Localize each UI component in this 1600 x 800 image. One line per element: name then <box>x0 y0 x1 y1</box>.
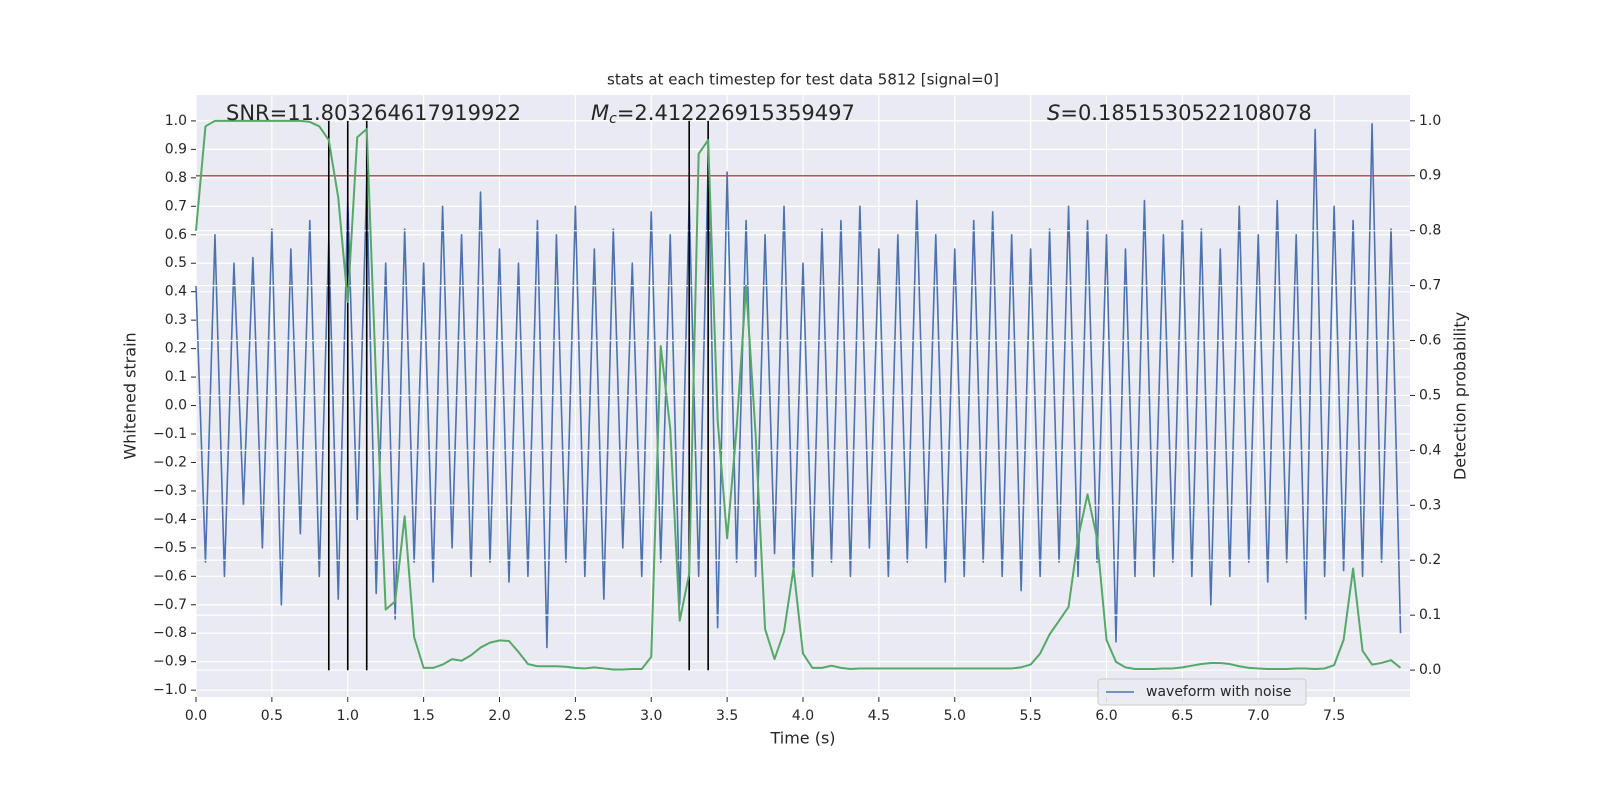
y-tick-label: 0.3 <box>165 312 187 328</box>
annotation-symbol: SNR <box>226 101 270 125</box>
y2-tick-label: 0.7 <box>1419 278 1441 294</box>
legend-label: waveform with noise <box>1146 684 1291 700</box>
legend-box <box>1097 678 1307 706</box>
annotation: S=0.1851530522108078 <box>1047 101 1312 125</box>
y2-tick-label: 0.8 <box>1419 223 1441 239</box>
series-line <box>195 119 1402 671</box>
annotation: SNR=11.803264617919922 <box>226 101 521 125</box>
annotation-symbol: S <box>1047 101 1060 125</box>
y2-tick-label: 0.2 <box>1419 552 1441 568</box>
x-tick-label: 3.5 <box>716 708 738 724</box>
y-tick-label: −0.4 <box>153 511 187 527</box>
y-tick-label: 0.6 <box>165 227 187 243</box>
x-tick-label: 4.0 <box>792 708 814 724</box>
x-tick-label: 4.5 <box>868 708 890 724</box>
y-tick-label: 1.0 <box>165 113 187 129</box>
y-axis-label: Whitened strain <box>121 332 140 459</box>
annotation-symbol: M <box>591 101 609 125</box>
annotation-subscript: c <box>609 111 617 127</box>
y-tick-label: −0.3 <box>153 483 187 499</box>
x-tick-label: 6.0 <box>1095 708 1117 724</box>
y-tick-label: −0.7 <box>153 597 187 613</box>
x-tick-label: 0.0 <box>185 708 207 724</box>
y2-tick-label: 0.5 <box>1419 387 1441 403</box>
y-tick-label: −0.9 <box>153 654 187 670</box>
y2-tick-label: 0.3 <box>1419 497 1441 513</box>
y-tick-label: −1.0 <box>153 682 187 698</box>
y-tick-label: −0.6 <box>153 568 187 584</box>
x-tick-label: 3.0 <box>640 708 662 724</box>
series-line <box>195 122 1402 649</box>
x-tick-label: 1.0 <box>337 708 359 724</box>
y-tick-label: 0.5 <box>165 255 187 271</box>
y-tick-label: −0.2 <box>153 454 187 470</box>
x-tick-label: 7.5 <box>1323 708 1345 724</box>
y-tick-label: 0.7 <box>165 198 187 214</box>
y-tick-label: 0.8 <box>165 170 187 186</box>
x-tick-label: 2.0 <box>488 708 510 724</box>
chart-title: stats at each timestep for test data 581… <box>607 71 999 89</box>
y-tick-label: −0.8 <box>153 625 187 641</box>
y2-axis-label: Detection probability <box>1451 312 1470 480</box>
y2-tick-label: 0.4 <box>1419 442 1441 458</box>
y2-tick-label: 0.0 <box>1419 662 1441 678</box>
y-tick-label: 0.4 <box>165 284 187 300</box>
x-tick-label: 1.5 <box>412 708 434 724</box>
y2-tick-label: 0.9 <box>1419 168 1441 184</box>
y-tick-label: 0.9 <box>165 141 187 157</box>
x-tick-label: 7.0 <box>1247 708 1269 724</box>
annotation-value: =2.412226915359497 <box>617 101 855 125</box>
y2-tick-label: 0.1 <box>1419 607 1441 623</box>
y2-tick-label: 1.0 <box>1419 113 1441 129</box>
x-tick-label: 5.5 <box>1019 708 1041 724</box>
x-tick-label: 5.0 <box>944 708 966 724</box>
annotation-value: =11.803264617919922 <box>270 101 521 125</box>
y-tick-label: 0.0 <box>165 398 187 414</box>
y-tick-label: 0.2 <box>165 341 187 357</box>
x-tick-label: 6.5 <box>1171 708 1193 724</box>
annotation-value: =0.1851530522108078 <box>1060 101 1311 125</box>
y2-tick-label: 0.6 <box>1419 333 1441 349</box>
annotation: Mc=2.412226915359497 <box>591 101 855 127</box>
y-tick-label: 0.1 <box>165 369 187 385</box>
x-tick-label: 2.5 <box>564 708 586 724</box>
y-tick-label: −0.5 <box>153 540 187 556</box>
y-tick-label: −0.1 <box>153 426 187 442</box>
x-tick-label: 0.5 <box>261 708 283 724</box>
x-axis-label: Time (s) <box>769 729 835 748</box>
